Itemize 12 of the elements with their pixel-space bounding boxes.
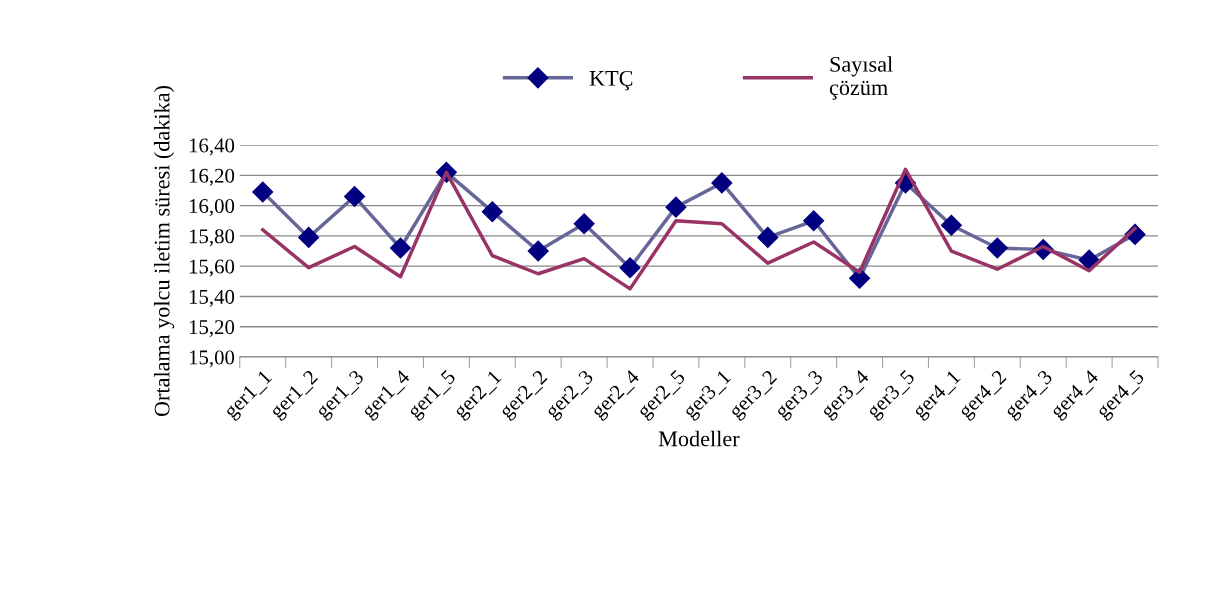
y-tick-label: 16,40 xyxy=(189,138,235,156)
x-axis-title: Modeller xyxy=(658,430,740,447)
y-tick-label: 15,40 xyxy=(189,289,235,307)
y-tick-label: 15,80 xyxy=(189,229,235,247)
y-tick-label: 15,00 xyxy=(189,350,235,368)
y-tick-label: 16,20 xyxy=(189,168,235,186)
legend-label: Sayısal çözüm xyxy=(829,56,893,100)
legend-label: KTÇ xyxy=(589,70,633,91)
y-axis-title: Ortalama yolcu iletim süresi (dakika) xyxy=(153,86,175,417)
y-tick-label: 16,00 xyxy=(189,199,235,217)
y-tick-label: 15,60 xyxy=(189,259,235,277)
y-tick-label: 15,20 xyxy=(189,320,235,338)
